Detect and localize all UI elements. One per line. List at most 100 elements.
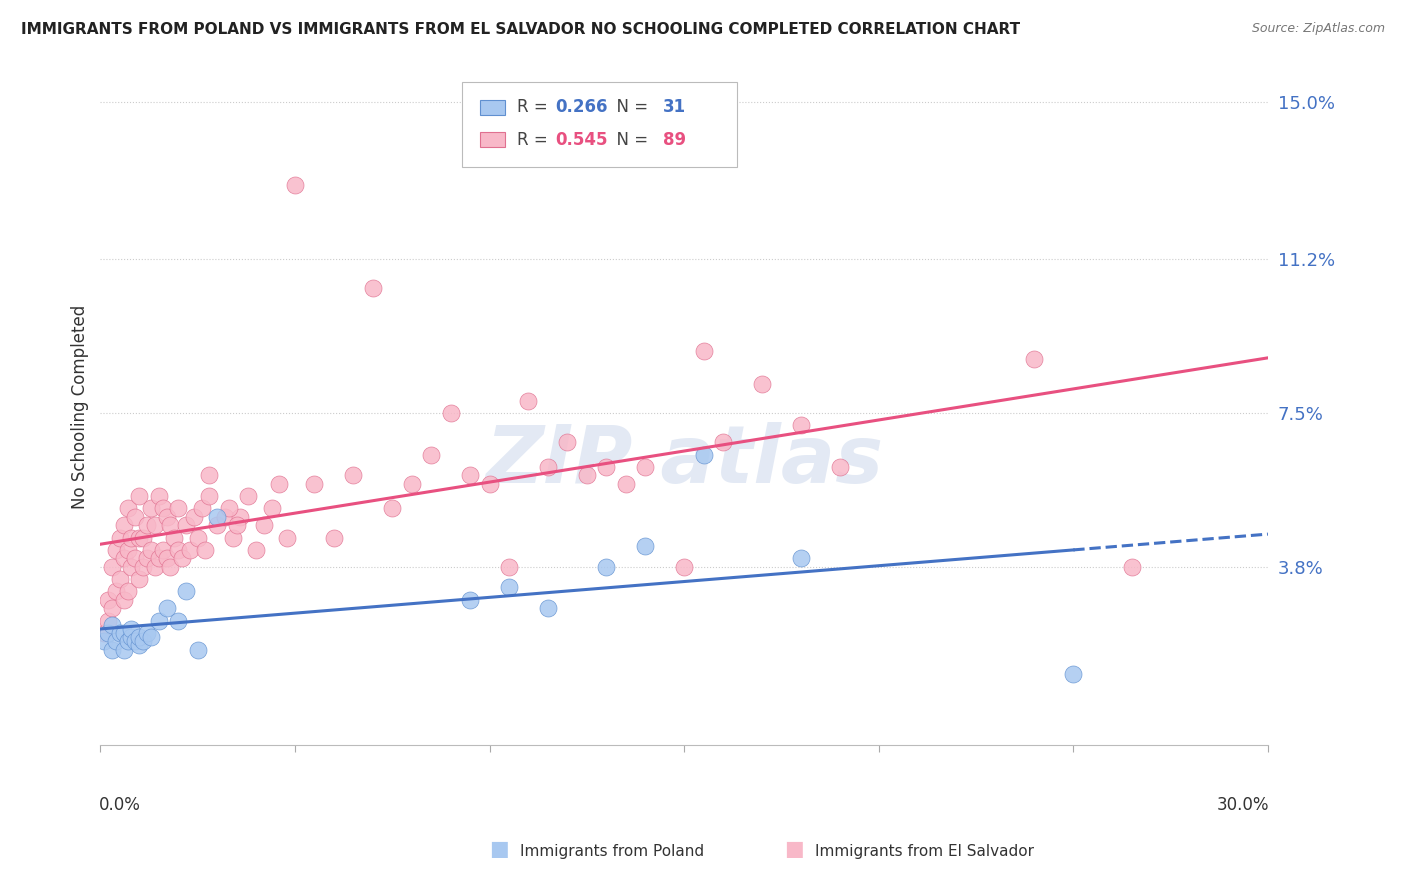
Point [117, 501, 139, 516]
Point [221, 531, 243, 545]
Point [595, 559, 617, 574]
Point [790, 418, 813, 433]
Point [121, 559, 143, 574]
Point [101, 601, 124, 615]
Point [245, 543, 267, 558]
Point [269, 476, 291, 491]
Point [155, 551, 177, 566]
Point [828, 460, 851, 475]
Point [194, 543, 217, 558]
Point [187, 531, 209, 545]
Y-axis label: No Schooling Completed: No Schooling Completed [72, 305, 89, 509]
Point [139, 543, 162, 558]
Point [458, 592, 481, 607]
Point [112, 626, 135, 640]
Point [128, 489, 150, 503]
Point [174, 584, 197, 599]
Point [439, 406, 461, 420]
Point [167, 614, 190, 628]
FancyBboxPatch shape [479, 100, 506, 114]
Point [205, 509, 228, 524]
Point [128, 639, 150, 653]
Point [692, 343, 714, 358]
Point [117, 584, 139, 599]
Point [229, 509, 252, 524]
Point [117, 634, 139, 648]
Point [172, 551, 194, 566]
Point [595, 460, 617, 475]
Point [143, 559, 166, 574]
Point [614, 476, 637, 491]
Point [751, 376, 773, 391]
Point [148, 614, 170, 628]
Point [136, 551, 159, 566]
Point [179, 543, 201, 558]
Point [381, 501, 404, 516]
Point [93, 634, 115, 648]
Text: R =: R = [517, 130, 553, 149]
Text: 30.0%: 30.0% [1216, 796, 1270, 814]
Point [148, 489, 170, 503]
Point [198, 489, 221, 503]
Text: 0.266: 0.266 [555, 98, 609, 116]
Text: ■: ■ [785, 838, 804, 858]
Point [128, 531, 150, 545]
Point [101, 617, 124, 632]
Point [304, 476, 326, 491]
Text: 0.545: 0.545 [555, 130, 609, 149]
Text: R =: R = [517, 98, 553, 116]
Point [634, 460, 657, 475]
Point [143, 518, 166, 533]
FancyBboxPatch shape [479, 132, 506, 147]
Point [537, 601, 560, 615]
Point [112, 518, 135, 533]
Point [101, 559, 124, 574]
Point [112, 592, 135, 607]
Point [205, 518, 228, 533]
Point [112, 642, 135, 657]
Point [218, 501, 240, 516]
Point [117, 543, 139, 558]
Point [167, 501, 190, 516]
Text: 0.0%: 0.0% [100, 796, 141, 814]
Point [136, 518, 159, 533]
Point [322, 531, 344, 545]
Point [155, 601, 177, 615]
Point [136, 626, 159, 640]
Point [342, 468, 364, 483]
Point [167, 543, 190, 558]
Point [790, 551, 813, 566]
Point [148, 551, 170, 566]
Point [152, 501, 174, 516]
FancyBboxPatch shape [463, 82, 737, 167]
Text: IMMIGRANTS FROM POLAND VS IMMIGRANTS FROM EL SALVADOR NO SCHOOLING COMPLETED COR: IMMIGRANTS FROM POLAND VS IMMIGRANTS FRO… [21, 22, 1021, 37]
Point [187, 642, 209, 657]
Point [97, 592, 120, 607]
Point [139, 630, 162, 644]
Text: 31: 31 [664, 98, 686, 116]
Point [225, 518, 247, 533]
Point [361, 281, 384, 295]
Point [139, 501, 162, 516]
Point [93, 626, 115, 640]
Point [121, 630, 143, 644]
Text: Immigrants from Poland: Immigrants from Poland [520, 845, 704, 859]
Text: N =: N = [606, 130, 654, 149]
Point [108, 626, 131, 640]
Text: Immigrants from El Salvador: Immigrants from El Salvador [815, 845, 1035, 859]
Point [1062, 667, 1084, 681]
Point [132, 531, 155, 545]
Point [214, 509, 236, 524]
Point [498, 580, 520, 594]
Point [711, 435, 734, 450]
Point [238, 489, 260, 503]
Text: 89: 89 [664, 130, 686, 149]
Point [124, 634, 146, 648]
Point [1121, 559, 1143, 574]
Point [121, 622, 143, 636]
Point [132, 634, 155, 648]
Point [1024, 352, 1046, 367]
Point [284, 178, 307, 192]
Point [183, 509, 205, 524]
Point [155, 509, 177, 524]
